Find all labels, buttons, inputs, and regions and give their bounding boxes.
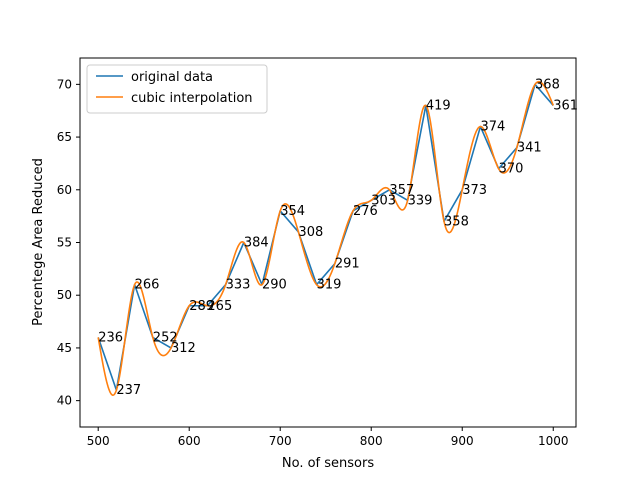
y-tick-label: 55 [57,236,72,250]
data-point-label: 252 [153,330,178,345]
data-point-label: 361 [553,98,578,113]
data-point-label: 289 [189,299,214,314]
legend-label-cubic-interpolation: cubic interpolation [131,91,253,106]
data-point-label: 373 [462,183,487,198]
x-tick-label: 800 [360,434,383,448]
data-point-label: 370 [499,162,524,177]
x-tick-label: 1000 [538,434,569,448]
x-tick-label: 900 [451,434,474,448]
data-point-label: 290 [262,278,287,293]
legend: original data cubic interpolation [86,64,268,114]
data-point-label: 291 [335,257,360,272]
data-point-label: 384 [244,236,269,251]
data-point-label: 339 [408,193,433,208]
data-point-label: 265 [207,299,232,314]
data-point-label: 374 [480,120,505,135]
x-tick-label: 700 [269,434,292,448]
y-tick-label: 65 [57,130,72,144]
series-line-cubic-interpolation [97,80,554,396]
data-point-label: 357 [389,183,414,198]
data-point-label: 236 [98,330,123,345]
y-tick-label: 40 [57,394,72,408]
data-point-label: 319 [317,278,342,293]
legend-label-original-data: original data [131,70,213,85]
data-point-label: 303 [371,193,396,208]
data-point-label: 276 [353,204,378,219]
y-axis-label: Percentege Area Reduced [31,158,46,326]
y-tick-label: 50 [57,288,72,302]
y-tick-label: 45 [57,341,72,355]
legend-box [86,64,268,114]
data-point-label: 419 [426,98,451,113]
data-point-label: 341 [517,141,542,156]
y-tick-label: 70 [57,77,72,91]
x-tick-label: 600 [178,434,201,448]
data-point-label: 354 [280,204,305,219]
data-point-label: 312 [171,341,196,356]
x-axis-label: No. of sensors [282,456,374,471]
x-tick-label: 500 [87,434,110,448]
data-point-label: 358 [444,214,469,229]
data-point-label: 333 [226,278,251,293]
y-tick-label: 60 [57,183,72,197]
data-point-label: 368 [535,77,560,92]
data-point-label: 308 [298,225,323,240]
data-point-label: 237 [116,383,141,398]
data-point-label: 266 [135,278,160,293]
